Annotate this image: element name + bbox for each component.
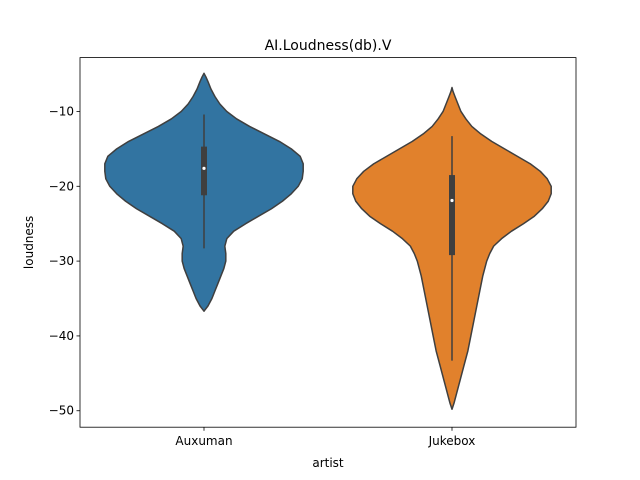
y-axis: −10 −20 −30 −40 −50: [49, 104, 80, 418]
y-tick-label: −40: [49, 329, 74, 343]
y-tick-label: −30: [49, 254, 74, 268]
iqr-box-jukebox: [449, 175, 455, 256]
x-axis: Auxuman Jukebox: [175, 427, 475, 448]
x-tick-label: Jukebox: [428, 434, 476, 448]
median-point-auxuman: [202, 166, 206, 170]
y-tick-label: −20: [49, 179, 74, 193]
box-layer: [201, 114, 455, 361]
x-axis-label: artist: [312, 456, 344, 470]
plot-frame: [79, 57, 577, 428]
y-tick-label: −50: [49, 404, 74, 418]
y-tick-label: −10: [49, 104, 74, 118]
chart-title: AI.Loudness(db).V: [265, 38, 392, 54]
violin-layer: [104, 72, 552, 410]
median-point-jukebox: [450, 198, 454, 203]
y-axis-label: loudness: [22, 216, 36, 269]
x-tick-label: Auxuman: [175, 434, 232, 448]
iqr-box-auxuman: [201, 146, 207, 196]
